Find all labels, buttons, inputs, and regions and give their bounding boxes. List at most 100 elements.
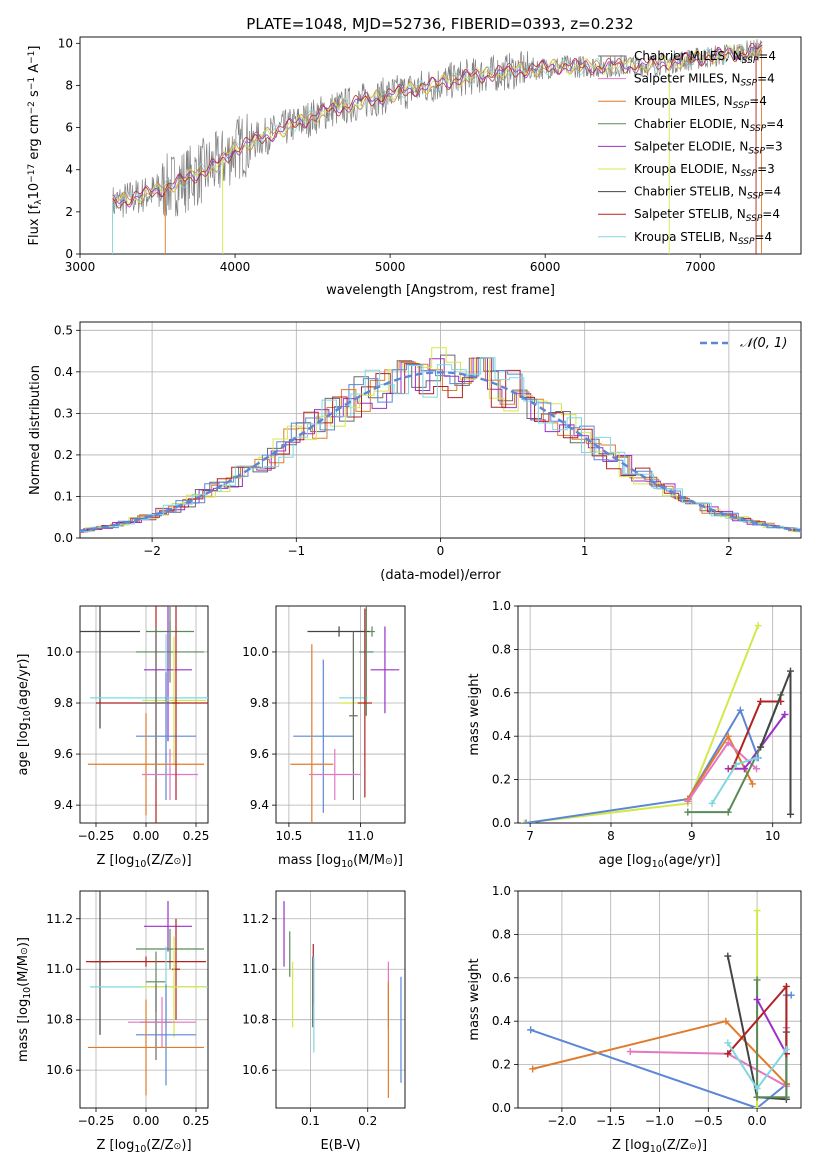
weight_vs_age-marker	[757, 697, 765, 705]
histogram-frame	[79, 321, 802, 539]
histogram-steps-miles_kroupa	[80, 357, 801, 533]
spectrum-ylabel: Flux [fλ10−17 erg cm−2 s−1 A−1]	[27, 46, 44, 246]
mass_vs_ebv-ytick-label: 11.0	[242, 962, 269, 976]
age_vs_mass-ytick-label: 10.0	[242, 645, 269, 659]
legend-label-sub: SSP	[747, 192, 764, 202]
weight_vs_Z-xlabel-part: Z [log	[612, 1138, 650, 1153]
weight_vs_Z-marker	[724, 952, 732, 960]
legend-label-tail: =4	[754, 230, 772, 244]
histogram-xlabel: (data-model)/error	[380, 568, 501, 583]
mass_vs_Z-frame	[79, 890, 209, 1109]
legend-label-tail: =3	[757, 162, 775, 176]
weight_vs_age-marker	[684, 797, 692, 805]
weight_vs_Z-xlabel-part: 10	[650, 1144, 662, 1155]
spectrum-legend: Chabrier MILES, NSSP=4 Salpeter MILES, NS…	[598, 49, 784, 247]
spectrum-ytick-label: 8	[65, 78, 73, 92]
age_vs_mass-points	[290, 606, 400, 823]
mass_vs_ebv-axes: 0.1 0.2 10.6 10.8 11.0 11.2 E(B-V)	[242, 890, 406, 1153]
weight_vs_Z-series-elodie_salpeter	[756, 999, 788, 1055]
weight_vs_age-series-blue	[525, 707, 760, 823]
mass_vs_Z-ylabel-part: ⊙	[19, 947, 30, 955]
weight_vs_age-ytick-label: 0.0	[492, 816, 511, 830]
spectrum-legend-label: Salpeter ELODIE, NSSP=3	[634, 139, 783, 156]
weight_vs_Z-lines	[527, 907, 795, 1108]
residuals-xtick-label: 1	[581, 544, 589, 558]
mass_vs_Z-xlabel-part: 10	[134, 1144, 146, 1155]
residuals-ytick-label: 0.0	[54, 531, 73, 545]
residuals-ytick-label: 0.3	[54, 406, 73, 420]
age_vs_mass-ytick-label: 9.4	[250, 798, 269, 812]
mass_vs_ebv-frame	[275, 890, 406, 1109]
legend-label-tail: =4	[757, 72, 775, 86]
mass_vs_Z-xlabel-part: ⊙	[174, 1141, 182, 1152]
residuals-ytick-label: 0.4	[54, 365, 73, 379]
age_vs_mass-xlabel: mass [log10(M/M⊙)]	[278, 853, 403, 870]
weight_vs_age-xlabel: age [log10(age/yr)]	[599, 853, 721, 870]
spectrum-xtick-label: 7000	[685, 260, 716, 274]
mass_vs_Z-xlabel: Z [log10(Z/Z⊙)]	[96, 1138, 191, 1155]
weight_vs_age-frame	[517, 605, 802, 824]
age_vs_Z-ytick-label: 10.0	[46, 645, 73, 659]
histogram-ylabel: Normed distribution	[28, 365, 43, 495]
legend-label-sub: SSP	[742, 56, 759, 66]
weight_vs_age-xtick-label: 10	[765, 829, 780, 843]
weight_vs_Z-xtick-label: −2.0	[547, 1114, 576, 1128]
weight_vs_Z-marker	[753, 1084, 761, 1092]
age_vs_Z-ylabel: age [log10(age/yr)]	[16, 654, 33, 776]
legend-label-sub: SSP	[748, 146, 765, 156]
weight_vs_age-ylabel: mass weight	[467, 673, 482, 755]
spectrum-legend-label: Chabrier MILES, NSSP=4	[634, 49, 776, 66]
spectrum-ytick-label: 2	[65, 205, 73, 219]
age_vs_Z-xlabel-part: (Z/Z	[146, 853, 173, 868]
spectrum-model-line-stelib_kroupa	[112, 43, 763, 207]
figure-title: PLATE=1048, MJD=52736, FIBERID=0393, z=0…	[246, 15, 633, 33]
weight_vs_Z-ytick-label: 0.0	[492, 1101, 511, 1115]
age_vs_Z-xlabel-part: Z [log	[96, 853, 134, 868]
age_vs_Z-ytick-label: 9.8	[54, 696, 73, 710]
weight_vs_age-marker	[520, 819, 528, 823]
age_vs_mass-axes: 10.5 11.0 9.4 9.6 9.8 10.0 mass [log10(M/M⊙)]	[242, 605, 406, 870]
spectrum-ylabel-part: −17	[27, 164, 37, 183]
spectrum-ylabel-part: erg cm	[27, 114, 42, 163]
mass_vs_ebv-ytick-label: 10.6	[242, 1063, 269, 1077]
legend-label-tail: =4	[764, 185, 782, 199]
weight_vs_age-marker	[684, 808, 692, 816]
legend-label-sub: SSP	[733, 101, 750, 111]
gaussian-curve	[80, 371, 801, 532]
mass_vs_Z-ytick-label: 10.8	[46, 1013, 73, 1027]
weight_vs_age-marker	[786, 667, 794, 675]
weight_vs_Z-ytick-label: 0.8	[492, 927, 511, 941]
histogram-steps-elodie_salpeter	[80, 357, 801, 533]
mass_vs_ebv-points	[283, 901, 402, 1098]
weight_vs_Z-frame	[517, 890, 802, 1109]
age_vs_Z-xlabel-part: 10	[134, 859, 146, 870]
weight_vs_age-ytick-label: 1.0	[492, 599, 511, 613]
weight_vs_Z-xtick-label: −0.5	[694, 1114, 723, 1128]
age_vs_Z-ytick-label: 9.6	[54, 747, 73, 761]
legend-label-sub: SSP	[741, 79, 758, 89]
histogram-legend-label: 𝒩(0, 1)	[740, 336, 787, 351]
weight_vs_age-lines	[520, 622, 794, 823]
mass_vs_ebv-ytick-label: 10.8	[242, 1013, 269, 1027]
weight_vs_Z-ylabel: mass weight	[467, 958, 482, 1040]
weight_vs_Z-marker	[626, 1048, 634, 1056]
spectrum-legend-label: Chabrier ELODIE, NSSP=4	[634, 117, 784, 134]
mass_vs_Z-ylabel: mass [log10(M/M⊙)]	[16, 937, 33, 1062]
mass_vs_Z-points	[86, 891, 208, 1096]
weight_vs_Z-ytick-label: 1.0	[492, 884, 511, 898]
mass_vs_ebv-xtick-label: 0.1	[301, 1114, 320, 1128]
weight_vs_Z-marker	[753, 1093, 761, 1101]
legend-label-sub: SSP	[746, 214, 763, 224]
legend-label-sub: SSP	[741, 169, 758, 179]
legend-label-main: Chabrier STELIB, N	[634, 185, 747, 199]
weight_vs_age-marker	[732, 760, 740, 768]
mass_vs_Z-xtick-label: 0.00	[133, 1114, 160, 1128]
age_vs_Z-xlabel: Z [log10(Z/Z⊙)]	[96, 853, 191, 870]
spectrum-axes: 3000 4000 5000 6000 7000 0 2 4 6 8 10 wavelength [A…	[27, 36, 802, 298]
weight_vs_age-xlabel-part: 10	[652, 859, 664, 870]
age_vs_Z-xlabel-part: ⊙	[174, 856, 182, 867]
legend-label-tail: =4	[762, 207, 780, 221]
spectrum-legend-label: Salpeter MILES, NSSP=4	[634, 72, 775, 89]
